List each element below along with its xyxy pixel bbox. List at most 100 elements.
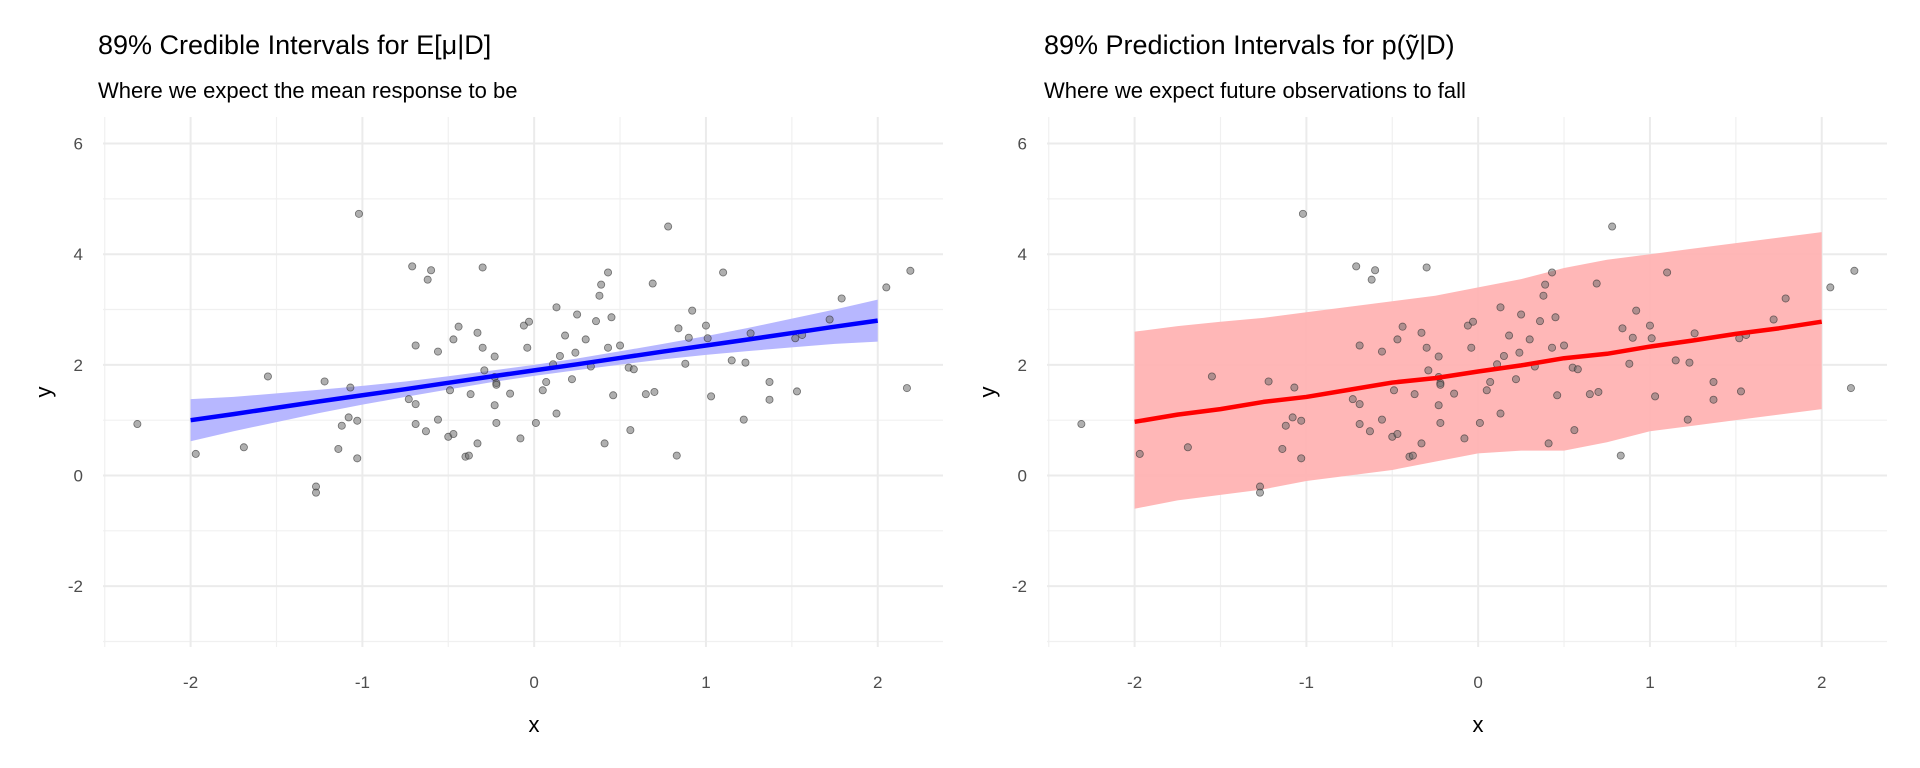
y-axis-title: y [975,387,1000,398]
data-point [595,291,604,300]
data-point [791,334,800,343]
data-point [1709,395,1718,404]
x-axis-title: x [1473,712,1484,737]
data-point [1288,413,1297,422]
data-point [607,313,616,322]
data-point [1683,415,1692,424]
data-point [320,377,329,386]
data-point [1496,409,1505,418]
data-point [1389,386,1398,395]
data-point [561,331,570,340]
data-point [792,387,801,396]
data-point [567,375,576,384]
data-point [445,386,454,395]
data-point [1264,377,1273,386]
data-point [454,322,463,331]
data-point [1690,329,1699,338]
data-point [423,275,432,284]
data-point [1632,306,1641,315]
data-point [674,324,683,333]
data-point [1769,315,1778,324]
data-point [1525,335,1534,344]
data-point [597,280,606,289]
data-point [492,418,501,427]
data-point [741,358,750,367]
data-point [1367,275,1376,284]
data-point [1850,266,1859,275]
y-tick-label: 2 [74,356,83,375]
prediction-interval-panel: 89% Prediction Intervals for p(ỹ|D) Wher… [975,30,1887,737]
data-point [1536,317,1545,326]
data-point [1592,279,1601,288]
y-tick-label: -2 [68,577,83,596]
x-tick-label: 2 [1817,673,1826,692]
data-point [1424,366,1433,375]
data-point [1348,395,1357,404]
data-point [490,352,499,361]
data-point [1486,377,1495,386]
data-point [433,415,442,424]
data-point [411,341,420,350]
data-point [1505,331,1514,340]
data-point [1594,387,1603,396]
data-point [1436,418,1445,427]
data-point [902,384,911,393]
data-point [478,343,487,352]
data-point [346,383,355,392]
data-point [604,268,613,277]
data-point [312,488,321,497]
y-tick-label: 6 [74,135,83,154]
data-point [1417,328,1426,337]
data-point [1560,341,1569,350]
data-point [1846,384,1855,393]
data-point [449,430,458,439]
chart-subtitle: Where we expect future observations to f… [1044,78,1466,103]
data-point [353,416,362,425]
mean-line [1134,319,1823,425]
data-point [1278,444,1287,453]
x-tick-label: 0 [529,673,538,692]
data-point [573,310,582,319]
data-point [1398,322,1407,331]
data-point [1548,343,1557,352]
data-point [1297,454,1306,463]
data-point [492,380,501,389]
data-point [701,321,710,330]
y-tick-label: 4 [1018,245,1027,264]
data-point [681,359,690,368]
data-point [538,386,547,395]
data-point [1515,348,1524,357]
data-point [353,454,362,463]
data-point [1685,358,1694,367]
data-point [408,262,417,271]
data-point [263,372,272,381]
x-tick-label: -2 [1127,673,1142,692]
data-point [1511,375,1520,384]
data-point [421,427,430,436]
data-point [616,341,625,350]
data-point [1671,356,1680,365]
data-point [466,390,475,399]
data-point [334,444,343,453]
data-point [1434,401,1443,410]
data-point [765,377,774,386]
data-point [765,395,774,404]
data-point [1826,283,1835,292]
data-point [746,329,755,338]
data-point [882,283,891,292]
data-point [1377,415,1386,424]
data-point [1365,427,1374,436]
data-point [1539,291,1548,300]
data-point [1618,324,1627,333]
y-tick-label: 4 [74,245,83,264]
data-point [1393,335,1402,344]
data-point [1541,280,1550,289]
data-point [506,389,515,398]
y-axis-title: y [31,387,56,398]
data-point [555,351,564,360]
data-point [688,306,697,315]
data-point [1410,390,1419,399]
data-point [1616,451,1625,460]
data-point [571,348,580,357]
